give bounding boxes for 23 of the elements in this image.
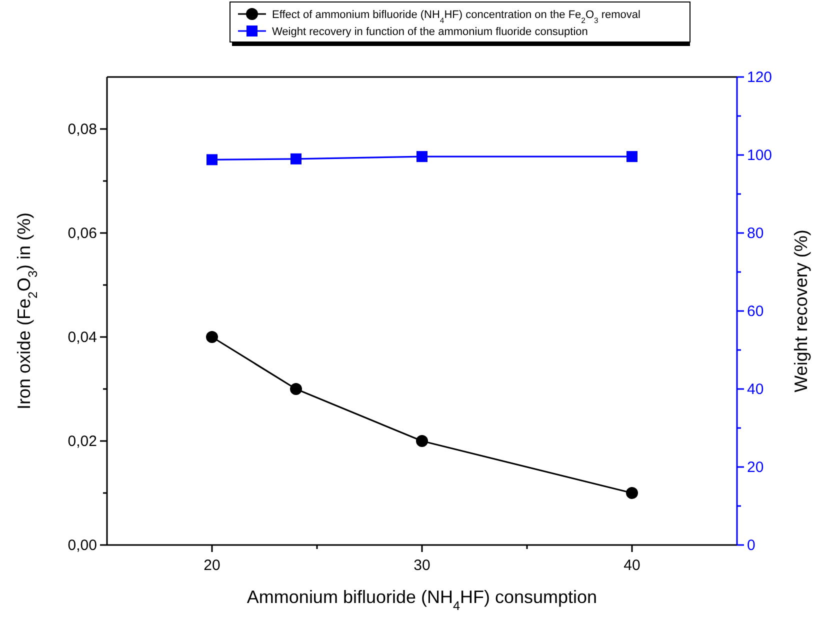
legend-label: Weight recovery in function of the ammonium fluoride consuption xyxy=(272,26,588,38)
y2-tick-label: 20 xyxy=(747,459,764,476)
point xyxy=(206,331,218,343)
y2-tick-label: 120 xyxy=(747,69,772,86)
y-tick-label: 0,02 xyxy=(68,433,97,450)
y-tick-label: 0,00 xyxy=(68,537,97,554)
y2-tick-label: 60 xyxy=(747,303,764,320)
legend-label: Effect of ammonium bifluoride (NH$_{4}$HF) concentration on the Fe$_{2}$O$_{3}$ removal xyxy=(272,9,640,24)
x-axis-title: Ammonium bifluoride (NH$_{4}$HF) consumption xyxy=(246,587,598,613)
y-tick-label: 0,06 xyxy=(68,225,97,242)
y2-tick-label: 100 xyxy=(747,147,772,164)
point xyxy=(416,435,428,447)
y2-axis-title: Weight recovery (%) xyxy=(791,230,811,392)
point xyxy=(290,383,302,395)
point xyxy=(626,487,638,499)
y2-tick-label: 80 xyxy=(747,225,764,242)
y-tick-label: 0,08 xyxy=(68,121,97,138)
x-tick-label: 20 xyxy=(204,557,220,574)
x-tick-label: 40 xyxy=(624,557,640,574)
y2-tick-label: 0 xyxy=(747,537,756,554)
y-tick-label: 0,04 xyxy=(68,329,97,346)
y2-tick-label: 40 xyxy=(747,381,764,398)
x-tick-label: 30 xyxy=(414,557,430,574)
